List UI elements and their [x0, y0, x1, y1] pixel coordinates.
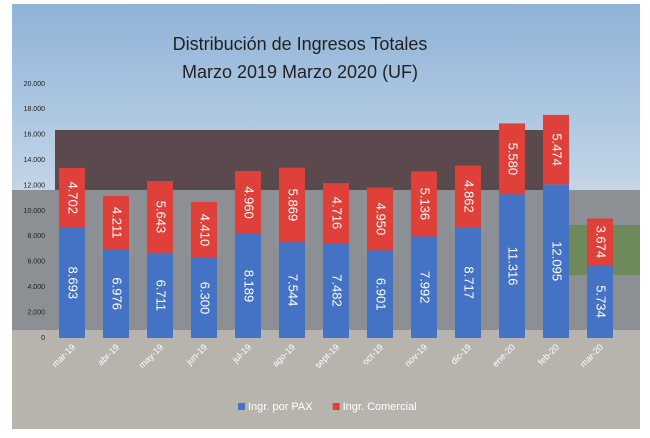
value-label: 4.410	[198, 214, 213, 247]
value-label: 6.711	[154, 280, 169, 312]
value-label: 4.211	[110, 207, 125, 239]
value-label: 6.300	[198, 282, 213, 315]
value-label: 6.976	[110, 277, 125, 310]
value-label: 7.482	[330, 274, 345, 307]
value-label: 3.674	[594, 226, 609, 259]
y-tick-label: 2.000	[27, 309, 45, 316]
y-tick-label: 16.000	[24, 132, 46, 139]
y-tick-label: 12.000	[24, 182, 46, 189]
value-label: 4.862	[462, 180, 477, 213]
value-label: 8.693	[66, 267, 81, 300]
y-tick-label: 4.000	[27, 284, 45, 291]
value-label: 8.717	[462, 266, 477, 299]
y-tick-label: 6.000	[27, 259, 45, 266]
value-label: 4.702	[66, 181, 81, 214]
value-label: 12.095	[550, 241, 565, 281]
value-label: 4.716	[330, 197, 345, 230]
value-label: 5.734	[594, 285, 609, 318]
legend-swatch	[333, 403, 340, 410]
chart-title: Distribución de Ingresos Totales	[173, 34, 428, 54]
value-label: 4.950	[374, 203, 389, 236]
value-label: 8.189	[242, 270, 257, 303]
background-sidewalk	[12, 330, 640, 429]
legend-label: Ingr. por PAX	[248, 401, 313, 413]
value-label: 7.544	[286, 274, 301, 307]
chart: Distribución de Ingresos Totales Marzo 2…	[0, 0, 650, 433]
y-tick-label: 0	[41, 335, 45, 342]
value-label: 5.869	[286, 189, 301, 222]
legend-label: Ingr. Comercial	[343, 401, 417, 413]
value-label: 5.643	[154, 201, 169, 234]
value-label: 5.580	[506, 143, 521, 176]
y-tick-label: 10.000	[24, 208, 46, 215]
y-tick-label: 18.000	[24, 106, 46, 113]
value-label: 5.474	[550, 133, 565, 166]
chart-subtitle: Marzo 2019 Marzo 2020 (UF)	[182, 62, 418, 82]
value-label: 4.960	[242, 186, 257, 219]
value-label: 5.136	[418, 188, 433, 221]
value-label: 6.901	[374, 278, 389, 311]
value-label: 7.992	[418, 271, 433, 304]
y-tick-label: 8.000	[27, 233, 45, 240]
y-tick-label: 14.000	[24, 157, 46, 164]
legend-swatch	[238, 403, 245, 410]
y-tick-label: 20.000	[24, 81, 46, 88]
value-label: 11.316	[506, 247, 521, 286]
